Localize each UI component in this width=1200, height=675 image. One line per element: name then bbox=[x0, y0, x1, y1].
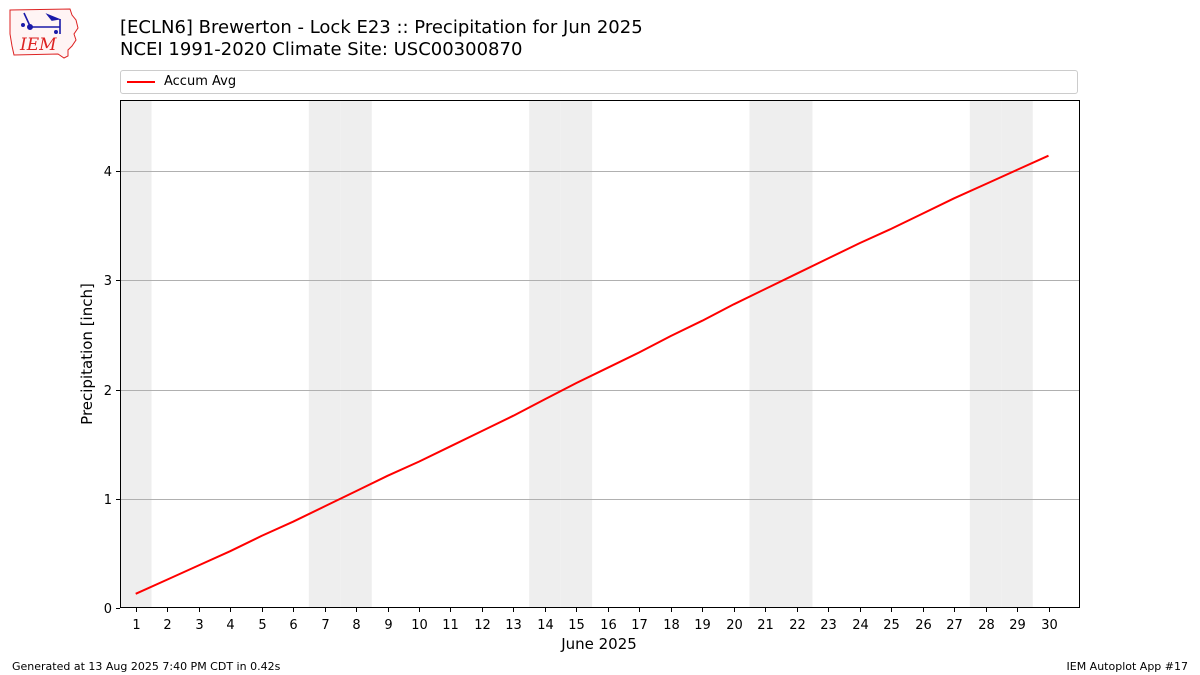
x-tick-label: 23 bbox=[820, 618, 837, 633]
x-tick-label: 20 bbox=[726, 618, 743, 633]
x-axis-label: June 2025 bbox=[560, 635, 637, 653]
data-point bbox=[638, 351, 640, 353]
data-point bbox=[827, 257, 829, 259]
x-tick-label: 13 bbox=[505, 618, 522, 633]
x-tick-label: 18 bbox=[663, 618, 680, 633]
weekend-shade bbox=[1001, 100, 1033, 608]
data-point bbox=[953, 197, 955, 199]
chart-title: [ECLN6] Brewerton - Lock E23 :: Precipit… bbox=[120, 17, 643, 61]
x-tick-label: 29 bbox=[1009, 618, 1026, 633]
x-tick-label: 14 bbox=[537, 618, 554, 633]
x-tick-label: 2 bbox=[163, 618, 171, 633]
legend: Accum Avg bbox=[120, 70, 1078, 94]
data-point bbox=[166, 579, 168, 581]
weekend-shade bbox=[529, 100, 561, 608]
data-point bbox=[764, 288, 766, 290]
data-point bbox=[1016, 169, 1018, 171]
data-point bbox=[890, 228, 892, 230]
y-tick-label: 0 bbox=[104, 602, 112, 617]
data-point bbox=[512, 415, 514, 417]
data-point bbox=[387, 475, 389, 477]
x-tick-label: 11 bbox=[442, 618, 459, 633]
y-tick-label: 2 bbox=[104, 384, 112, 399]
x-tick-label: 25 bbox=[883, 618, 900, 633]
data-point bbox=[985, 183, 987, 185]
x-tick-label: 6 bbox=[289, 618, 297, 633]
x-tick-label: 3 bbox=[195, 618, 203, 633]
logo-text: IEM bbox=[19, 35, 57, 55]
app-credit: IEM Autoplot App #17 bbox=[1066, 660, 1189, 673]
legend-swatch bbox=[127, 81, 155, 83]
data-point bbox=[418, 461, 420, 463]
data-point bbox=[733, 303, 735, 305]
data-point bbox=[135, 593, 137, 595]
x-tick-label: 1 bbox=[132, 618, 140, 633]
data-point bbox=[198, 564, 200, 566]
data-point bbox=[449, 445, 451, 447]
data-point bbox=[544, 398, 546, 400]
x-tick-label: 26 bbox=[915, 618, 932, 633]
data-point bbox=[292, 521, 294, 523]
x-tick-label: 15 bbox=[568, 618, 585, 633]
x-tick-label: 17 bbox=[631, 618, 648, 633]
x-tick-label: 27 bbox=[946, 618, 963, 633]
x-tick-label: 12 bbox=[474, 618, 491, 633]
data-point bbox=[670, 335, 672, 337]
title-line-2: NCEI 1991-2020 Climate Site: USC00300870 bbox=[120, 39, 523, 60]
data-point bbox=[575, 382, 577, 384]
legend-label: Accum Avg bbox=[164, 74, 237, 89]
data-point bbox=[796, 273, 798, 275]
data-point bbox=[355, 490, 357, 492]
weekend-shade bbox=[969, 100, 1002, 608]
x-tick-label: 9 bbox=[384, 618, 392, 633]
y-tick-label: 3 bbox=[104, 274, 112, 289]
x-tick-label: 19 bbox=[694, 618, 711, 633]
title-line-1: [ECLN6] Brewerton - Lock E23 :: Precipit… bbox=[120, 17, 643, 38]
x-tick-label: 16 bbox=[600, 618, 617, 633]
data-point bbox=[607, 367, 609, 369]
data-point bbox=[261, 535, 263, 537]
generated-timestamp: Generated at 13 Aug 2025 7:40 PM CDT in … bbox=[12, 660, 281, 673]
y-tick-label: 4 bbox=[104, 165, 112, 180]
weekend-shade bbox=[340, 100, 372, 608]
y-tick-label: 1 bbox=[104, 493, 112, 508]
data-point bbox=[1048, 155, 1050, 157]
x-tick-label: 28 bbox=[978, 618, 995, 633]
x-tick-label: 24 bbox=[852, 618, 869, 633]
data-point bbox=[324, 505, 326, 507]
x-tick-label: 7 bbox=[321, 618, 329, 633]
x-tick-label: 4 bbox=[226, 618, 234, 633]
weekend-shade bbox=[749, 100, 781, 608]
data-point bbox=[701, 320, 703, 322]
weekend-shade bbox=[780, 100, 813, 608]
data-point bbox=[229, 550, 231, 552]
x-tick-label: 30 bbox=[1041, 618, 1058, 633]
x-tick-label: 22 bbox=[789, 618, 806, 633]
x-tick-label: 21 bbox=[757, 618, 774, 633]
x-tick-label: 10 bbox=[411, 618, 428, 633]
data-point bbox=[859, 242, 861, 244]
plot-frame bbox=[120, 100, 1080, 608]
x-tick-label: 5 bbox=[258, 618, 266, 633]
weekend-shade bbox=[560, 100, 593, 608]
weekend-shade bbox=[308, 100, 341, 608]
weather-station-icon bbox=[21, 12, 61, 34]
data-point bbox=[481, 430, 483, 432]
y-axis-label: Precipitation [inch] bbox=[78, 283, 96, 425]
weekend-shade bbox=[120, 100, 152, 608]
x-tick-label: 8 bbox=[352, 618, 360, 633]
accum-avg-line bbox=[135, 154, 1049, 595]
iem-logo: IEM bbox=[9, 8, 79, 59]
data-point bbox=[922, 213, 924, 215]
